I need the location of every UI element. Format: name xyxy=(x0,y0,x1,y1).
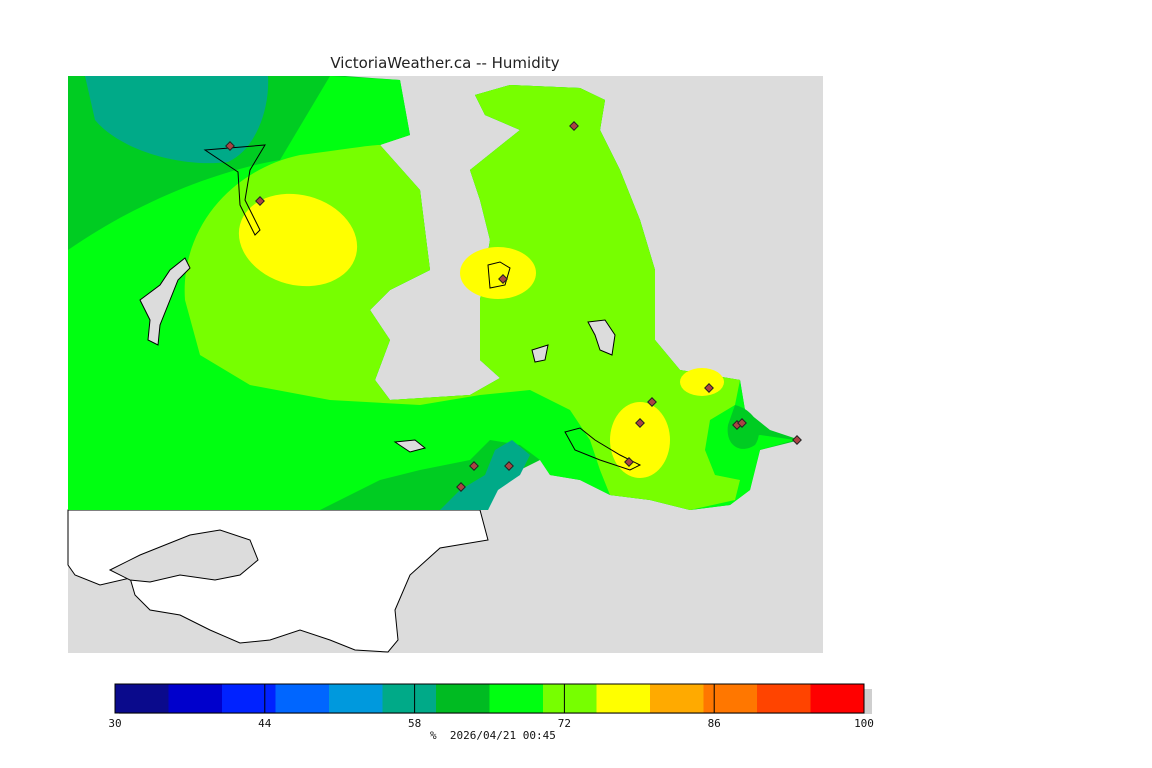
coastlines xyxy=(139,144,642,471)
colorbar-tick-label: 72 xyxy=(558,717,571,730)
colorbar-tick-label: 100 xyxy=(854,717,874,730)
colorbar-swatch xyxy=(650,684,704,713)
station-marker xyxy=(456,482,466,492)
colorbar-swatch xyxy=(382,684,437,713)
station-marker xyxy=(635,418,645,428)
station-marker xyxy=(255,196,265,206)
harbour xyxy=(487,261,511,289)
land-peninsula xyxy=(108,529,259,583)
colorbar-swatch xyxy=(436,684,490,713)
island-north xyxy=(587,319,616,356)
colorbar-swatch xyxy=(329,684,383,713)
station-marker xyxy=(792,435,802,445)
colorbar-swatch xyxy=(275,684,330,713)
colorbar-footer: % 2026/04/21 00:45 xyxy=(430,729,556,742)
colorbar-tick-label: 44 xyxy=(258,717,272,730)
unit-label: % xyxy=(430,729,437,742)
station-marker xyxy=(569,121,579,131)
colorbar-swatch xyxy=(222,684,276,713)
station-marker xyxy=(504,461,514,471)
colorbar-swatch xyxy=(596,684,651,713)
colorbar-swatch xyxy=(489,684,544,713)
colorbar-swatch xyxy=(703,684,758,713)
map-title: VictoriaWeather.ca -- Humidity xyxy=(330,54,560,72)
station-marker xyxy=(498,274,508,284)
island-west xyxy=(139,257,191,346)
humidity-field xyxy=(68,76,800,510)
station-marker xyxy=(647,397,657,407)
colorbar-tick-label: 58 xyxy=(408,717,421,730)
colorbar-swatch xyxy=(543,684,597,713)
station-marker xyxy=(737,418,747,428)
island-strait xyxy=(393,439,427,453)
colorbar: 30 44 58 72 86 100 xyxy=(108,683,874,730)
station-marker xyxy=(469,461,479,471)
station-marker xyxy=(225,141,235,151)
weather-stations xyxy=(225,121,802,492)
island-small xyxy=(531,344,549,363)
timestamp-label: 2026/04/21 00:45 xyxy=(449,729,556,742)
colorbar-tick-label: 30 xyxy=(108,717,121,730)
station-marker xyxy=(624,457,634,467)
bay xyxy=(564,427,642,471)
colorbar-swatch xyxy=(168,684,223,713)
colorbar-swatch xyxy=(810,684,865,713)
station-marker xyxy=(704,383,714,393)
inlet xyxy=(203,144,266,236)
colorbar-swatch xyxy=(115,684,169,713)
colorbar-swatch xyxy=(757,684,811,713)
colorbar-tick-label: 86 xyxy=(708,717,721,730)
